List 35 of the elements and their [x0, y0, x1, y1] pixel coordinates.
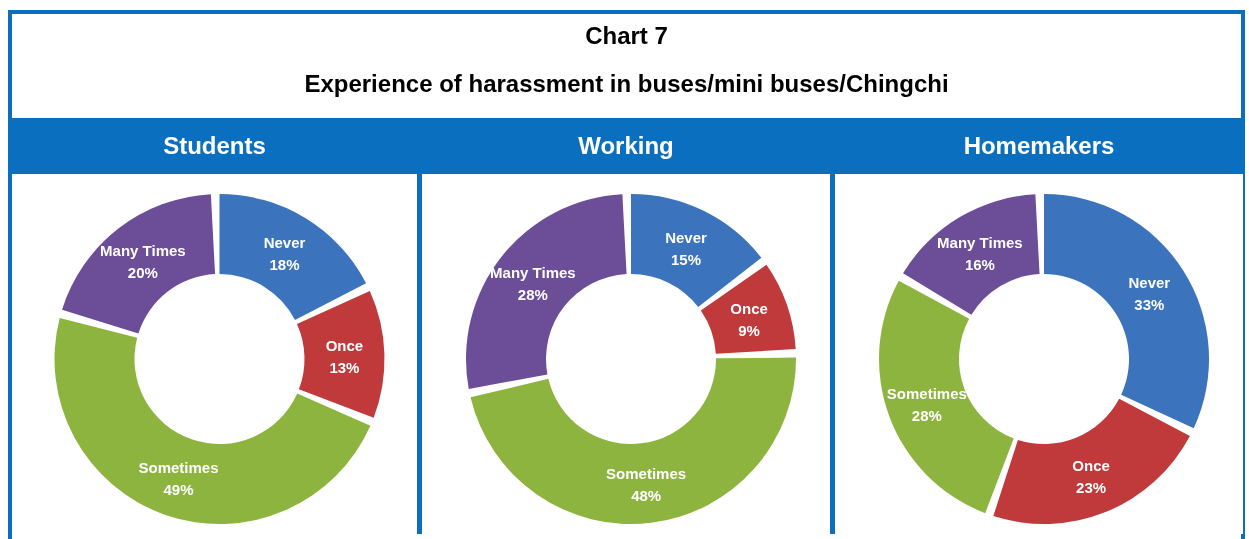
- donut-slice: [296, 290, 385, 418]
- data-label: 23%: [1076, 478, 1107, 496]
- slice-label: Never: [1128, 273, 1171, 291]
- slice-label: Many Times: [937, 233, 1023, 251]
- donut-slice: [219, 194, 367, 320]
- donut-slice: [879, 280, 1014, 514]
- data-label: 28%: [517, 285, 548, 303]
- chart-title: Homemakers: [835, 118, 1243, 174]
- slice-label: Once: [325, 337, 364, 355]
- slice-label: Never: [665, 228, 707, 246]
- donut-slice: [62, 194, 216, 334]
- data-label: 48%: [631, 487, 662, 505]
- chart-title: Working: [422, 118, 830, 174]
- data-label: 18%: [269, 256, 300, 274]
- data-label: 20%: [127, 264, 158, 282]
- donut-slice: [903, 194, 1040, 315]
- slice-label: Never: [263, 234, 306, 252]
- data-label: 33%: [1134, 295, 1165, 313]
- slice-label: Many Times: [490, 263, 576, 281]
- donut-slice: [993, 398, 1190, 524]
- text: Chart 7: [584, 21, 669, 50]
- slice-label: Sometimes: [886, 384, 967, 402]
- slice-label: Sometimes: [606, 465, 687, 483]
- slice-label: Many Times: [100, 242, 186, 260]
- data-label: 13%: [329, 359, 360, 377]
- data-label: 28%: [911, 406, 942, 424]
- chart-title: Students: [12, 118, 417, 174]
- data-label: 9%: [738, 322, 760, 340]
- data-label: 16%: [964, 255, 995, 273]
- slice-label: Sometimes: [138, 459, 219, 477]
- slice-label: Once: [730, 300, 768, 318]
- slice-label: Once: [1072, 456, 1110, 474]
- data-label: 15%: [670, 250, 702, 268]
- text: Experience of harassment in buses/mini buses/Chingchi: [303, 69, 950, 98]
- data-label: 49%: [163, 481, 194, 499]
